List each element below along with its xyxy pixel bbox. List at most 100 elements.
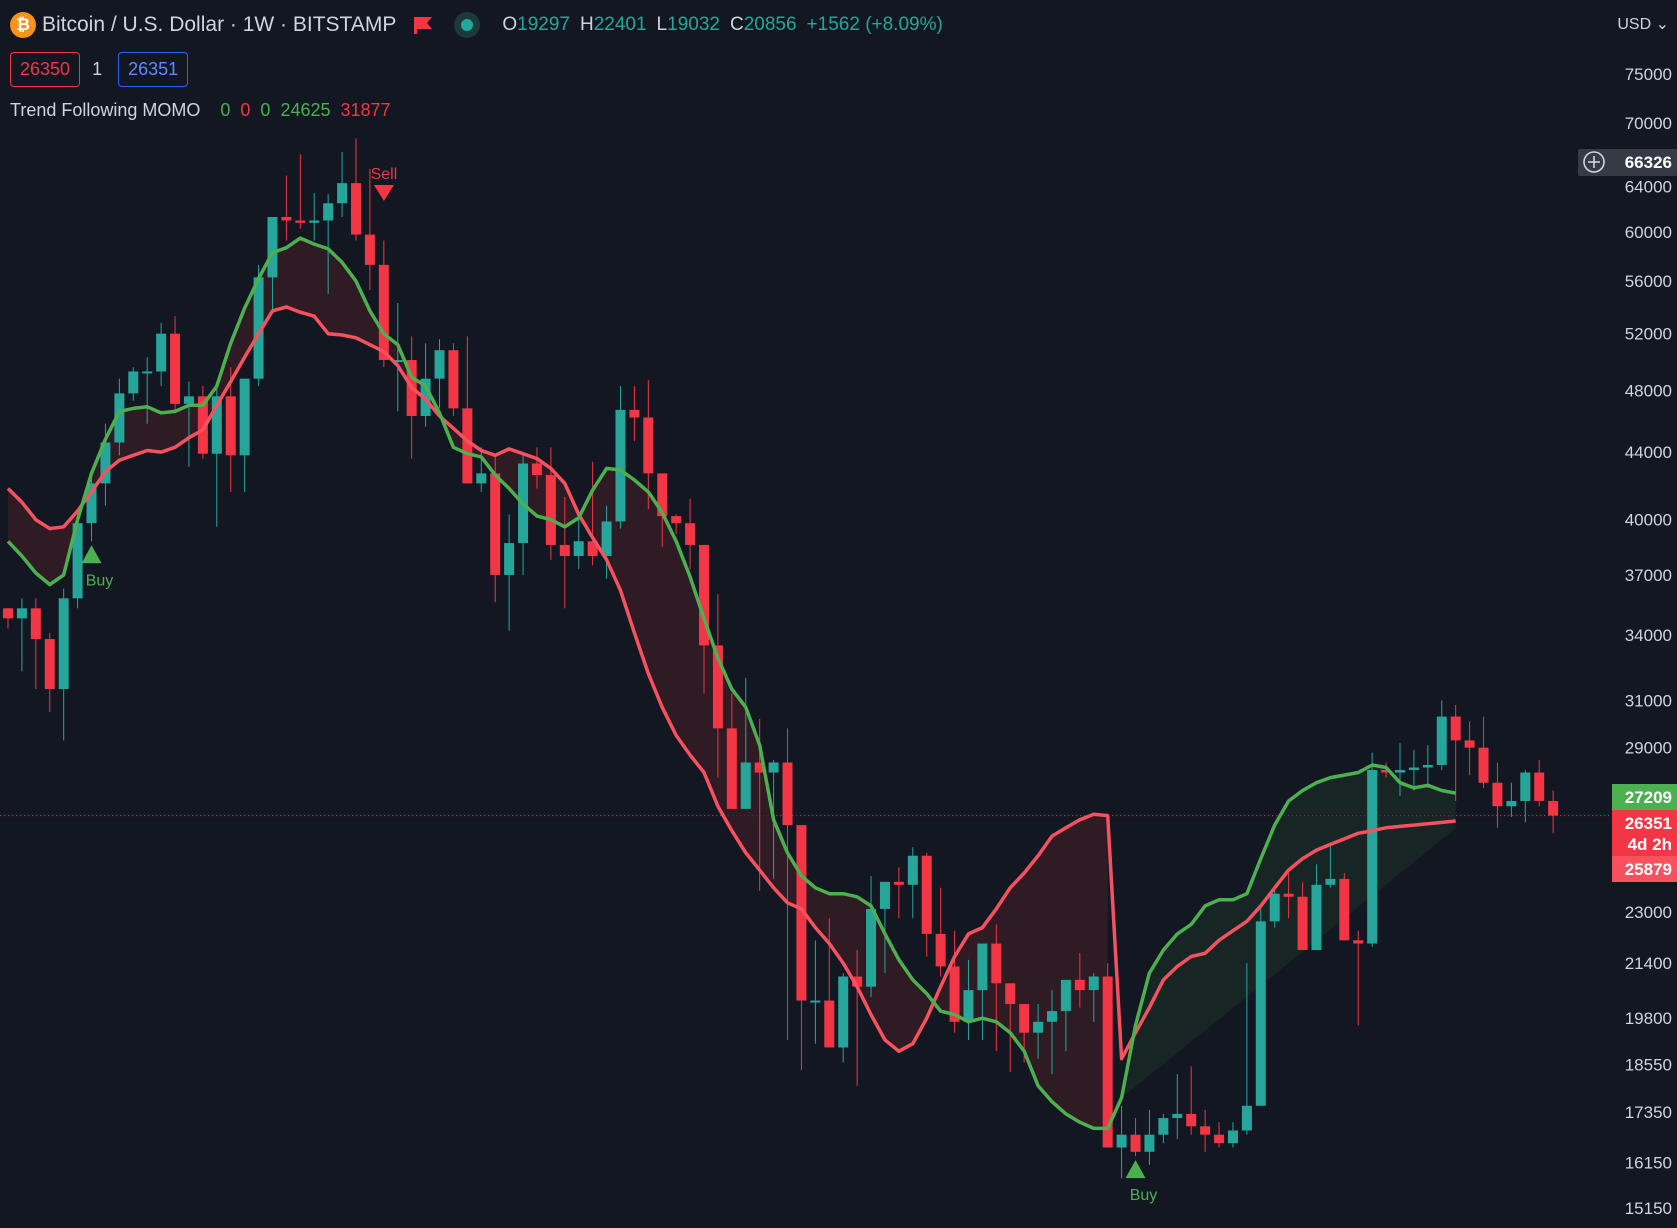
candle-body [1492,782,1503,807]
candle [740,677,751,809]
candle [128,367,139,401]
y-tick-label: 56000 [1625,272,1672,291]
candle [1060,979,1071,1052]
candle-body [170,333,181,404]
price-change: +1562 (+8.09%) [806,14,943,35]
candle [1255,905,1266,1106]
candle-body [44,639,55,690]
buy-button[interactable]: 26351 [118,52,189,87]
candle-body [1464,740,1475,748]
slow-line-tag [1612,856,1677,882]
currency-selector[interactable]: USD ⌄ [1617,14,1669,34]
candle-body [490,473,501,575]
candle-body [1130,1134,1141,1152]
market-status-icon[interactable] [454,12,481,38]
candle [476,447,487,492]
candle [796,825,807,1071]
candle [907,847,918,919]
candle-body [114,393,125,443]
candle-body [239,378,250,456]
currency-label: USD [1617,16,1652,33]
candle-body [559,544,570,557]
candle-body [323,203,334,221]
y-tick-label: 21400 [1625,954,1672,973]
candle [1395,742,1405,796]
plus-circle-ring [1583,151,1605,173]
candle [114,378,125,456]
candle-body [657,473,668,517]
candle [1074,953,1085,1008]
candle-body [448,350,459,409]
y-tick-label: 75000 [1625,65,1672,84]
candle-body [643,417,654,474]
y-tick-label: 29000 [1625,739,1672,758]
candle-body [852,976,863,987]
candle [1144,1109,1155,1165]
candle-body [1047,1011,1057,1022]
candle-body [796,825,807,1001]
chevron-down-icon: ⌄ [1655,16,1669,33]
ribbon-area-bearish [8,238,1108,1129]
candle-body [1033,1021,1044,1033]
candle-body [740,762,751,809]
candle-body [253,277,264,379]
candle [1367,752,1378,947]
candle-body [1088,976,1099,991]
fast-trend-line [6,236,1457,1131]
price-tags: 66326 27209 26351 4d 2h 25879 [1578,149,1677,882]
candle-body [921,855,932,934]
candle-body [838,976,849,1048]
candle [1520,770,1531,823]
candle-body [267,217,278,278]
candle-body [1269,893,1280,922]
indicator-name[interactable]: Trend Following MOMO [10,100,201,120]
order-quantity[interactable]: 1 [92,59,103,79]
sell-button[interactable]: 26350 [10,52,81,87]
y-tick-label: 64000 [1625,177,1672,196]
candle [518,455,529,575]
candle [323,194,334,294]
candle-body [183,396,194,404]
candle [1158,1113,1169,1144]
symbol-title[interactable]: Bitcoin / U.S. Dollar · 1W · BITSTAMP [42,13,397,36]
candle-body [1116,1134,1127,1148]
candle [309,193,320,241]
slow-line-tag-text: 25879 [1625,860,1672,879]
candle-body [1353,940,1364,944]
indicator-value-0: 0 [220,100,231,120]
candle [712,594,723,778]
flag-icon[interactable] [412,15,434,35]
indicator-value-4: 31877 [340,100,391,120]
candle [337,151,348,218]
candle-body [601,521,612,557]
candle-body [100,442,111,484]
candle [1325,844,1336,888]
candle-body [309,220,320,223]
candle-body [1214,1134,1225,1144]
candle-body [128,371,139,394]
candle [1339,873,1350,941]
candle-body [545,475,556,545]
candle [406,336,417,459]
candle-body [977,943,988,991]
candle [1269,884,1280,928]
price-axis[interactable]: 75000 70000 64000 60000 56000 52000 48000 44000… [1625,65,1672,1218]
candle-body [810,1000,821,1003]
buy-signal-arrow [1125,1160,1146,1179]
ohlc-low: L19032 [656,14,720,35]
candle [156,322,167,386]
signals: Buy Sell Buy [81,166,1157,1204]
candle [16,598,27,672]
candle [782,728,793,1041]
candle-body [1241,1105,1252,1131]
candles[interactable] [3,138,1559,1179]
y-tick-label: 70000 [1625,114,1672,133]
candle-body [156,333,167,372]
candle-body [907,855,918,885]
candle-body [462,408,473,484]
candle-body [629,409,640,418]
candle [351,138,361,241]
candle [448,343,459,416]
candle [58,588,69,741]
